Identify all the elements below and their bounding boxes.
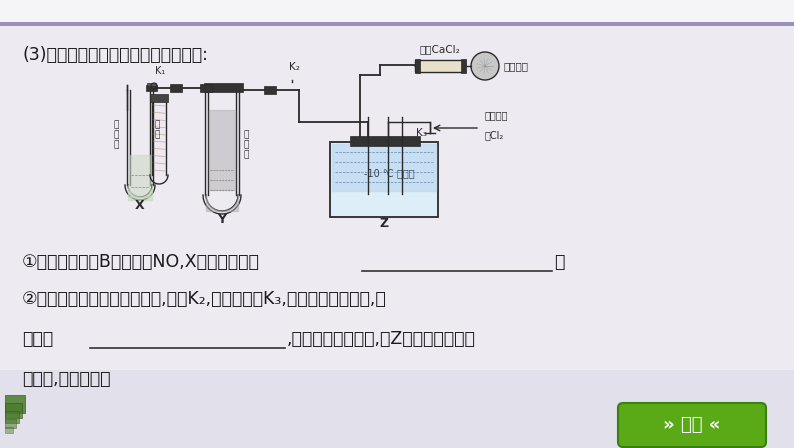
Text: ②检验装置气密性并装入药品,打开K₂,然后再打开K₃,通入一段时间气体,其: ②检验装置气密性并装入药品,打开K₂,然后再打开K₃,通入一段时间气体,其	[22, 290, 387, 308]
FancyBboxPatch shape	[618, 403, 766, 447]
Bar	[147, 83, 156, 86]
Text: 目的是: 目的是	[22, 330, 53, 348]
Text: 铜
丝: 铜 丝	[154, 121, 160, 140]
Bar	[0, 370, 794, 448]
Text: X: X	[135, 199, 145, 212]
Bar	[350, 136, 420, 146]
Bar	[0, 0, 794, 22]
Text: 尾气处理: 尾气处理	[503, 61, 528, 71]
Text: ①实验室也可用B装置制备NO,X装置的优点为: ①实验室也可用B装置制备NO,X装置的优点为	[22, 253, 260, 271]
Text: 无水CaCl₂: 无水CaCl₂	[419, 44, 461, 54]
Bar	[415, 59, 420, 73]
Bar	[5, 411, 19, 423]
Text: 干燥纯净: 干燥纯净	[485, 110, 508, 120]
Bar	[264, 86, 276, 94]
Text: K₂: K₂	[289, 62, 300, 72]
Text: K₁: K₁	[155, 66, 165, 76]
Text: (3)实验室可用图示装置制备亚硝酰氯:: (3)实验室可用图示装置制备亚硝酰氯:	[22, 46, 208, 64]
Bar	[170, 84, 182, 92]
Text: K₃: K₃	[416, 128, 427, 138]
Text: -10 ℃ 冰盐水: -10 ℃ 冰盐水	[364, 168, 414, 178]
Bar	[0, 22, 794, 26]
Bar	[204, 83, 243, 92]
Circle shape	[471, 52, 499, 80]
Bar	[5, 419, 16, 428]
Bar	[415, 60, 465, 72]
Text: 。: 。	[554, 253, 565, 271]
Bar	[5, 427, 13, 433]
Text: » 答案 «: » 答案 «	[663, 416, 721, 434]
Text: 的Cl₂: 的Cl₂	[485, 130, 504, 140]
Bar	[200, 84, 212, 92]
Bar	[330, 142, 438, 217]
Bar	[146, 85, 157, 91]
Text: Z: Z	[380, 217, 388, 230]
Bar	[5, 403, 22, 418]
Text: 生成时,停止实验。: 生成时,停止实验。	[22, 370, 110, 388]
Text: 碱
石
灰: 碱 石 灰	[243, 130, 249, 160]
Bar	[150, 94, 168, 102]
Text: 稀
硝
酸: 稀 硝 酸	[114, 120, 118, 150]
Bar	[5, 395, 25, 413]
Text: ,然后进行其他操作,当Z中有一定量液体: ,然后进行其他操作,当Z中有一定量液体	[287, 330, 476, 348]
Bar	[461, 59, 466, 73]
Text: Y: Y	[218, 213, 226, 226]
